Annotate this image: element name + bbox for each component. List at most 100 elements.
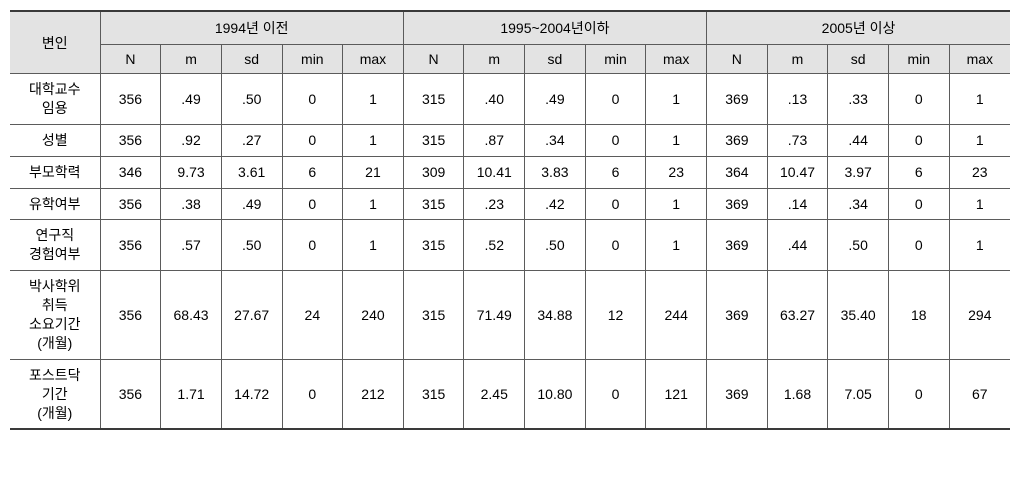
cell-g1-min: 0 [282,220,343,271]
cell-g3-max: 1 [949,188,1010,220]
cell-g1-N: 356 [100,124,161,156]
col-stat: max [343,45,404,74]
cell-g3-m: 1.68 [767,359,828,429]
cell-g3-N: 369 [707,74,768,125]
cell-g1-max: 1 [343,74,404,125]
cell-g3-max: 67 [949,359,1010,429]
row-label: 부모학력 [10,156,100,188]
cell-g2-N: 315 [403,124,464,156]
cell-g1-min: 0 [282,359,343,429]
row-label: 대학교수임용 [10,74,100,125]
cell-g3-sd: .33 [828,74,889,125]
cell-g3-min: 18 [888,271,949,360]
cell-g2-max: 1 [646,188,707,220]
cell-g1-min: 24 [282,271,343,360]
table-row: 부모학력3469.733.6162130910.413.8362336410.4… [10,156,1010,188]
cell-g3-N: 369 [707,188,768,220]
col-stat: max [949,45,1010,74]
cell-g2-N: 315 [403,359,464,429]
cell-g1-m: 9.73 [161,156,222,188]
cell-g3-sd: 35.40 [828,271,889,360]
cell-g3-max: 23 [949,156,1010,188]
cell-g2-min: 0 [585,220,646,271]
cell-g1-N: 356 [100,271,161,360]
cell-g2-sd: .50 [525,220,586,271]
cell-g1-sd: .49 [221,188,282,220]
cell-g3-max: 1 [949,220,1010,271]
cell-g1-min: 6 [282,156,343,188]
cell-g1-N: 356 [100,188,161,220]
cell-g3-m: .14 [767,188,828,220]
cell-g1-max: 1 [343,220,404,271]
row-label: 박사학위취득소요기간(개월) [10,271,100,360]
table-body: 대학교수임용356.49.5001315.40.4901369.13.3301성… [10,74,1010,430]
cell-g1-min: 0 [282,124,343,156]
cell-g2-min: 12 [585,271,646,360]
cell-g3-N: 364 [707,156,768,188]
table-row: 성별356.92.2701315.87.3401369.73.4401 [10,124,1010,156]
col-stat: max [646,45,707,74]
cell-g1-m: .49 [161,74,222,125]
cell-g2-m: .52 [464,220,525,271]
cell-g3-m: 63.27 [767,271,828,360]
cell-g2-N: 315 [403,271,464,360]
row-label: 포스트닥기간(개월) [10,359,100,429]
stats-table: 변인 1994년 이전 1995~2004년이하 2005년 이상 N m sd… [10,10,1010,430]
row-label: 성별 [10,124,100,156]
cell-g1-m: .92 [161,124,222,156]
cell-g2-min: 0 [585,74,646,125]
col-stat: min [888,45,949,74]
cell-g3-sd: 3.97 [828,156,889,188]
cell-g3-min: 6 [888,156,949,188]
cell-g1-N: 356 [100,74,161,125]
cell-g2-N: 315 [403,74,464,125]
cell-g3-sd: .50 [828,220,889,271]
cell-g2-min: 6 [585,156,646,188]
cell-g2-max: 121 [646,359,707,429]
cell-g2-m: .23 [464,188,525,220]
row-label: 연구직경험여부 [10,220,100,271]
cell-g2-min: 0 [585,124,646,156]
cell-g1-m: 1.71 [161,359,222,429]
table-row: 유학여부356.38.4901315.23.4201369.14.3401 [10,188,1010,220]
col-stat: N [707,45,768,74]
table-header: 변인 1994년 이전 1995~2004년이하 2005년 이상 N m sd… [10,11,1010,74]
cell-g1-m: .38 [161,188,222,220]
cell-g3-min: 0 [888,188,949,220]
cell-g1-min: 0 [282,74,343,125]
cell-g1-sd: .50 [221,74,282,125]
cell-g3-N: 369 [707,359,768,429]
cell-g3-N: 369 [707,124,768,156]
cell-g1-N: 356 [100,220,161,271]
col-stat: N [100,45,161,74]
cell-g2-m: 2.45 [464,359,525,429]
table-row: 연구직경험여부356.57.5001315.52.5001369.44.5001 [10,220,1010,271]
cell-g2-m: .87 [464,124,525,156]
col-group-1: 1994년 이전 [100,11,403,45]
cell-g3-m: 10.47 [767,156,828,188]
col-stat: sd [221,45,282,74]
cell-g2-m: 71.49 [464,271,525,360]
cell-g2-max: 1 [646,220,707,271]
table-row: 대학교수임용356.49.5001315.40.4901369.13.3301 [10,74,1010,125]
table-row: 박사학위취득소요기간(개월)35668.4327.672424031571.49… [10,271,1010,360]
col-stat: N [403,45,464,74]
cell-g3-max: 294 [949,271,1010,360]
col-stat: sd [525,45,586,74]
cell-g3-m: .73 [767,124,828,156]
cell-g3-sd: .44 [828,124,889,156]
col-stat: min [585,45,646,74]
col-stat: sd [828,45,889,74]
cell-g3-N: 369 [707,220,768,271]
cell-g3-min: 0 [888,124,949,156]
cell-g3-min: 0 [888,359,949,429]
cell-g2-sd: .34 [525,124,586,156]
row-label: 유학여부 [10,188,100,220]
col-stat: m [464,45,525,74]
col-group-3: 2005년 이상 [707,11,1010,45]
cell-g2-sd: .42 [525,188,586,220]
cell-g2-max: 23 [646,156,707,188]
cell-g1-N: 356 [100,359,161,429]
cell-g2-N: 309 [403,156,464,188]
cell-g3-m: .44 [767,220,828,271]
